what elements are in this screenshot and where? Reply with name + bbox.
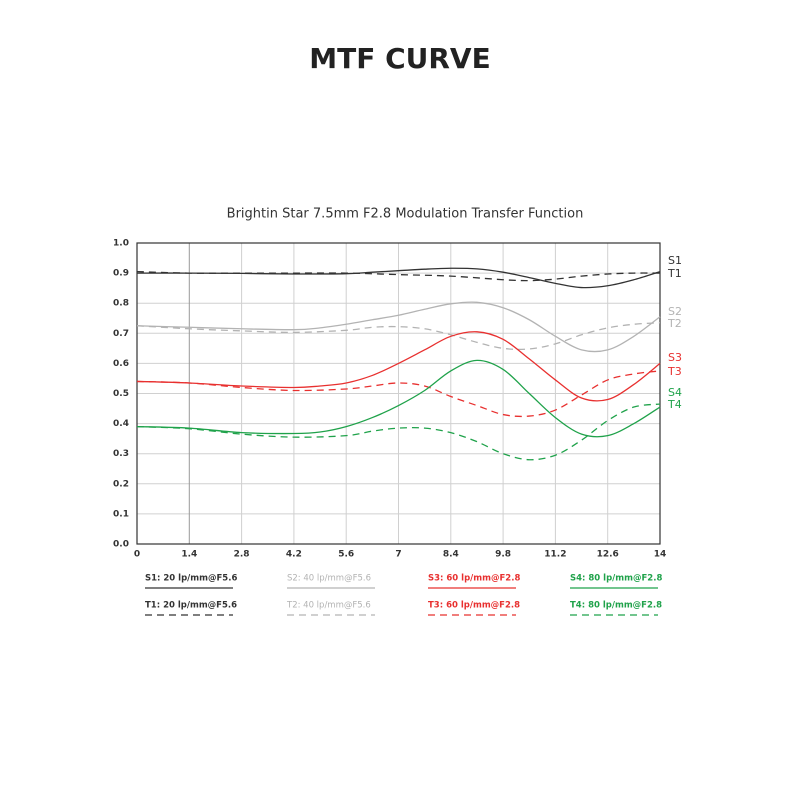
series-line [136,359,661,438]
series-line [136,301,661,353]
chart-title: Brightin Star 7.5mm F2.8 Modulation Tran… [227,207,584,222]
y-tick-label: 0.4 [113,419,129,429]
y-tick-label: 0.7 [113,329,129,339]
series-end-label: S4 [668,386,682,399]
x-tick-label: 8.4 [443,550,459,560]
x-tick-label: 0 [134,550,140,560]
series-line [136,322,661,351]
x-tick-label: 4.2 [286,550,302,560]
y-tick-label: 0.1 [113,509,129,519]
y-tick-label: 0.2 [113,479,129,489]
legend-label: T3: 60 lp/mm@F2.8 [428,601,520,611]
y-tick-label: 0.3 [113,449,129,459]
series-end-label: T3 [667,365,682,378]
series-end-label: S2 [668,305,682,318]
series-end-label: T4 [667,398,682,411]
y-tick-label: 1.0 [113,239,129,249]
x-tick-label: 2.8 [234,550,250,560]
x-tick-label: 1.4 [181,550,197,560]
legend-label: T2: 40 lp/mm@F5.6 [286,601,371,611]
y-tick-label: 0.8 [113,299,129,309]
x-tick-label: 11.2 [544,550,566,560]
legend-label: S4: 80 lp/mm@F2.8 [570,574,662,584]
series-end-label: S3 [668,351,682,364]
series-line [136,370,661,418]
legend-label: S2: 40 lp/mm@F5.6 [287,574,371,584]
series-line [136,403,661,461]
x-tick-label: 7 [395,550,401,560]
page-title: MTF CURVE [309,42,490,75]
x-tick-label: 5.6 [338,550,354,560]
x-tick-label: 14 [654,550,667,560]
series-end-label: T2 [667,317,682,330]
y-tick-label: 0.5 [113,389,129,399]
legend-label: T4: 80 lp/mm@F2.8 [570,601,662,611]
y-tick-label: 0.0 [113,540,129,550]
series-end-label: T1 [667,267,682,280]
series-end-label: S1 [668,254,682,267]
legend-label: S1: 20 lp/mm@F5.6 [145,574,237,584]
y-tick-label: 0.9 [113,269,129,279]
x-tick-label: 9.8 [495,550,511,560]
series-line [136,267,661,289]
x-tick-label: 12.6 [597,550,619,560]
series-line [136,331,661,402]
legend-label: S3: 60 lp/mm@F2.8 [428,574,520,584]
y-tick-label: 0.6 [113,359,129,369]
legend-label: T1: 20 lp/mm@F5.6 [145,601,237,611]
series-line [136,270,661,282]
plot-frame [136,242,661,545]
